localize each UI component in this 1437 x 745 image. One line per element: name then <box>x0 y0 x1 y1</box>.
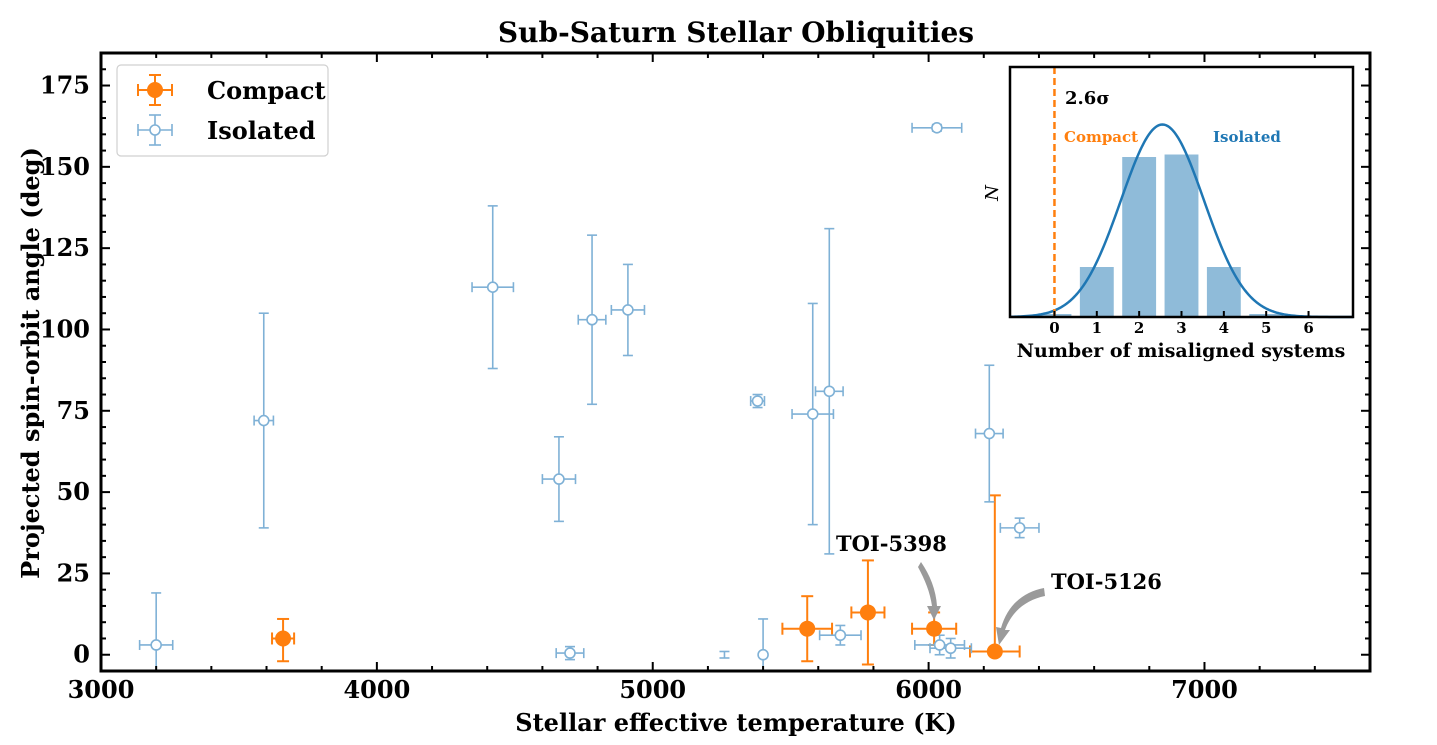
x-tick-label: 7000 <box>1171 675 1238 704</box>
x-tick-label: 3000 <box>68 675 135 704</box>
x-tick-label: 6000 <box>895 675 962 704</box>
x-tick-label: 5000 <box>619 675 686 704</box>
legend-box <box>116 64 329 157</box>
inset-compact-label: Compact <box>1064 128 1138 146</box>
inset-x-tick-label: 6 <box>1303 319 1313 337</box>
y-tick-label: 25 <box>57 558 90 587</box>
annotation-toi-5398: TOI-5398 <box>836 531 947 556</box>
legend: Compact Isolated <box>116 64 329 157</box>
compact-point <box>986 643 1003 660</box>
isolated-point <box>806 408 819 420</box>
y-tick-label: 0 <box>73 640 90 669</box>
inset-bar-3 <box>1164 154 1199 317</box>
isolated-point <box>944 642 957 655</box>
isolated-errorbar <box>719 650 730 659</box>
legend-marker-compact <box>137 74 173 106</box>
annotation-toi-5126: TOI-5126 <box>1051 569 1162 594</box>
isolated-point <box>834 629 847 642</box>
x-tick-label: 4000 <box>343 675 410 704</box>
isolated-point <box>1013 522 1026 534</box>
inset-sigma-label: 2.6σ <box>1065 88 1110 109</box>
chart-title: Sub-Saturn Stellar Obliquities <box>498 16 974 49</box>
isolated-point <box>751 395 764 407</box>
compact-point <box>275 630 292 647</box>
isolated-point <box>257 414 270 427</box>
inset-y-axis-label: N <box>982 184 1003 202</box>
y-tick-label: 75 <box>57 396 90 425</box>
isolated-point <box>564 647 576 659</box>
isolated-point <box>757 648 769 661</box>
x-axis-label: Stellar effective temperature (K) <box>515 708 956 737</box>
isolated-point <box>933 639 946 651</box>
compact-point <box>859 604 876 621</box>
inset-ticks: 0 1 2 3 4 5 6 <box>1049 311 1314 337</box>
legend-label-compact: Compact <box>207 76 326 105</box>
isolated-point <box>150 639 162 651</box>
inset-bar-1 <box>1079 267 1114 317</box>
isolated-point <box>622 304 634 316</box>
inset-x-tick-label: 4 <box>1219 319 1229 337</box>
isolated-point <box>823 385 836 398</box>
annotations-layer: TOI-5398 TOI-5126 <box>836 531 1162 645</box>
inset-x-tick-label: 5 <box>1261 319 1271 337</box>
toi-5126-arrow <box>996 588 1045 645</box>
y-tick-label: 125 <box>40 233 90 262</box>
y-tick-label: 150 <box>40 152 90 181</box>
markers-layer <box>150 122 1026 661</box>
inset-x-tick-label: 2 <box>1134 319 1144 337</box>
inset-isolated-label: Isolated <box>1213 128 1281 146</box>
inset-x-tick-label: 3 <box>1176 319 1186 337</box>
y-tick-label: 100 <box>40 314 90 343</box>
isolated-point <box>586 313 598 326</box>
isolated-point <box>983 427 996 440</box>
y-tick-label: 50 <box>57 477 90 506</box>
isolated-point <box>486 281 499 293</box>
legend-marker-isolated <box>137 114 173 146</box>
inset-histogram: 0 1 2 3 4 5 6 2.6σ Compact Isolated N Number o… <box>982 65 1355 362</box>
inset-x-tick-label: 1 <box>1092 319 1102 337</box>
toi-5398-arrow <box>918 562 941 620</box>
compact-point <box>799 620 816 637</box>
y-tick-label: 175 <box>40 71 90 100</box>
legend-label-isolated: Isolated <box>207 116 316 145</box>
inset-x-axis-label: Number of misaligned systems <box>1017 340 1346 362</box>
inset-x-tick-label: 0 <box>1049 319 1059 337</box>
y-axis-label: Projected spin-orbit angle (deg) <box>16 147 45 579</box>
isolated-point <box>553 473 565 485</box>
compact-point <box>926 620 943 637</box>
isolated-point <box>931 122 943 134</box>
